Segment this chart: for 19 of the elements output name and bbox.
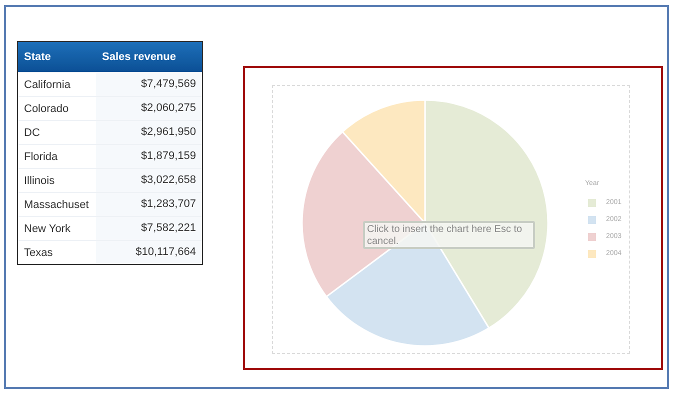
text: Click to insert the chart here Esc to cancel. <box>363 221 535 249</box>
category-label: DC <box>23 126 41 138</box>
text: $7,582,221 <box>140 222 196 234</box>
text: $1,283,707 <box>140 198 196 210</box>
text: $10,117,664 <box>136 246 196 258</box>
category-label: Colorado <box>23 102 70 114</box>
text: $2,060,275 <box>140 102 196 114</box>
text: $7,479,569 <box>140 78 196 90</box>
text: $2,961,950 <box>140 126 196 138</box>
text: State <box>23 51 52 63</box>
category-label: California <box>23 78 72 90</box>
text: $1,879,159 <box>140 150 196 162</box>
category-label: Texas <box>23 246 54 258</box>
text: $3,022,658 <box>140 174 196 186</box>
category-label: New York <box>23 222 72 234</box>
category-label: Florida <box>23 150 59 162</box>
category-label: Illinois <box>23 174 56 186</box>
category-label: Massachuset <box>23 198 90 210</box>
text: Sales revenue <box>101 51 177 63</box>
